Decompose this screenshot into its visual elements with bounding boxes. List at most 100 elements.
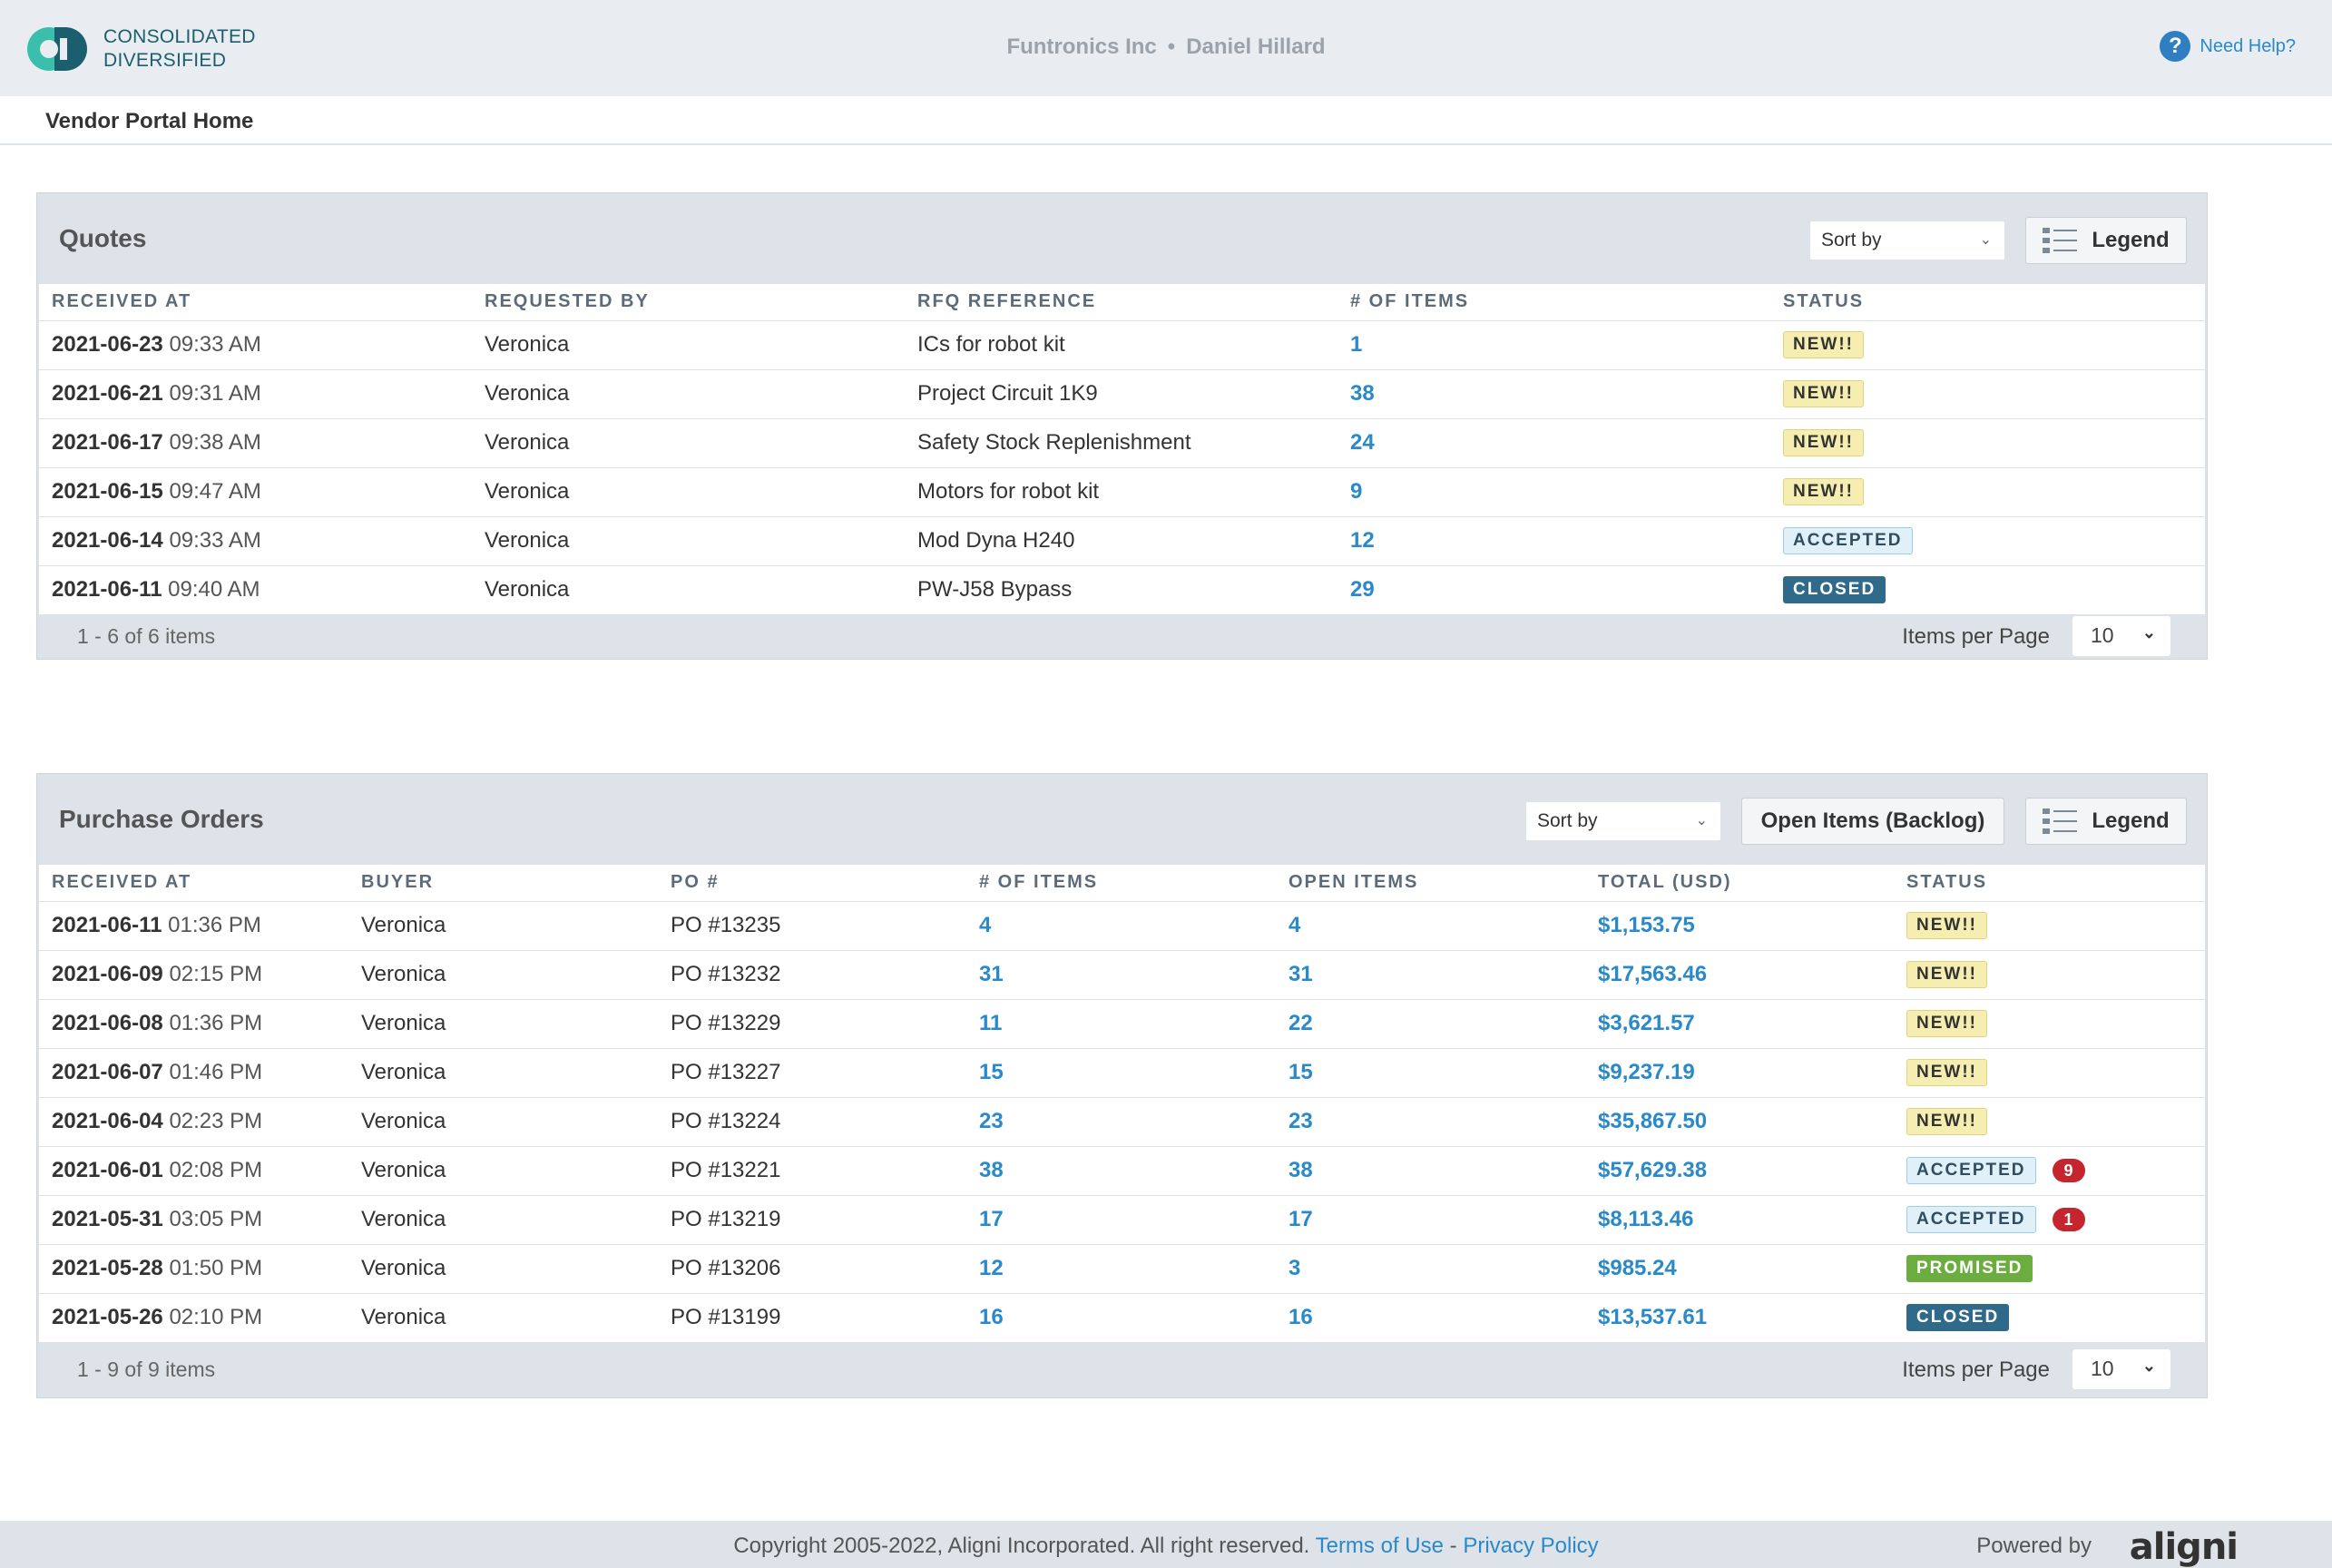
item-count-link[interactable]: 4 — [966, 901, 1276, 951]
need-help-label: Need Help? — [2200, 35, 2296, 56]
alert-count-badge[interactable]: 1 — [2052, 1208, 2085, 1231]
received-time: 03:05 PM — [169, 1207, 263, 1231]
column-header[interactable]: PO # — [658, 865, 966, 902]
open-items-link[interactable]: 17 — [1276, 1195, 1585, 1245]
open-items-link[interactable]: 31 — [1276, 950, 1585, 1000]
open-items-link[interactable]: 4 — [1276, 901, 1585, 951]
item-count-link[interactable]: 9 — [1337, 467, 1770, 517]
purchase-orders-header: Purchase Orders Sort by ⌄ Open Items (Ba… — [37, 774, 2207, 865]
total-usd-link[interactable]: $57,629.38 — [1585, 1146, 1894, 1196]
item-count-link[interactable]: 31 — [966, 950, 1276, 1000]
table-row[interactable]: 2021-06-23 09:33 AM Veronica ICs for robot… — [39, 320, 2205, 370]
chevron-down-icon: ⌄ — [1695, 813, 1708, 828]
item-count-link[interactable]: 15 — [966, 1048, 1276, 1098]
po-legend-button[interactable]: Legend — [2025, 798, 2187, 845]
status-cell: ACCEPTED 9 — [1894, 1146, 2205, 1196]
rfq-reference-cell: Mod Dyna H240 — [905, 516, 1337, 566]
item-count-link[interactable]: 12 — [966, 1244, 1276, 1294]
total-usd-link[interactable]: $985.24 — [1585, 1244, 1894, 1294]
quotes-legend-button[interactable]: Legend — [2025, 217, 2187, 264]
table-row[interactable]: 2021-06-09 02:15 PM Veronica PO #13232 31 31… — [39, 950, 2205, 1000]
item-count-link[interactable]: 38 — [966, 1146, 1276, 1196]
item-count-link[interactable]: 38 — [1337, 369, 1770, 419]
table-row[interactable]: 2021-05-26 02:10 PM Veronica PO #13199 16 16… — [39, 1293, 2205, 1343]
logo-line-2: DIVERSIFIED — [103, 50, 227, 71]
open-items-link[interactable]: 23 — [1276, 1097, 1585, 1147]
open-items-link[interactable]: 15 — [1276, 1048, 1585, 1098]
open-items-link[interactable]: 22 — [1276, 999, 1585, 1049]
table-row[interactable]: 2021-06-11 01:36 PM Veronica PO #13235 4 4 $1… — [39, 901, 2205, 951]
received-date: 2021-06-23 — [52, 332, 163, 357]
column-header[interactable]: OPEN ITEMS — [1276, 865, 1585, 902]
total-usd-link[interactable]: $35,867.50 — [1585, 1097, 1894, 1147]
privacy-policy-link[interactable]: Privacy Policy — [1463, 1534, 1599, 1558]
total-usd-link[interactable]: $3,621.57 — [1585, 999, 1894, 1049]
column-header[interactable]: TOTAL (USD) — [1585, 865, 1894, 902]
total-usd-link[interactable]: $8,113.46 — [1585, 1195, 1894, 1245]
question-circle-icon: ? — [2160, 31, 2191, 62]
item-count-link[interactable]: 12 — [1337, 516, 1770, 566]
column-header[interactable]: REQUESTED BY — [472, 284, 905, 321]
item-count-link[interactable]: 1 — [1337, 320, 1770, 370]
item-count-link[interactable]: 11 — [966, 999, 1276, 1049]
status-cell: CLOSED — [1894, 1293, 2205, 1343]
table-row[interactable]: 2021-05-28 01:50 PM Veronica PO #13206 12 3 $… — [39, 1244, 2205, 1294]
item-count-link[interactable]: 24 — [1337, 418, 1770, 468]
items-per-page-select[interactable]: 10 ⌄ — [2072, 1348, 2170, 1389]
table-row[interactable]: 2021-06-11 09:40 AM Veronica PW-J58 Bypass… — [39, 565, 2205, 615]
total-usd-link[interactable]: $9,237.19 — [1585, 1048, 1894, 1098]
table-row[interactable]: 2021-06-14 09:33 AM Veronica Mod Dyna H240… — [39, 516, 2205, 566]
item-count-link[interactable]: 16 — [966, 1293, 1276, 1343]
received-date: 2021-06-01 — [52, 1158, 163, 1182]
table-row[interactable]: 2021-06-07 01:46 PM Veronica PO #13227 15 15… — [39, 1048, 2205, 1098]
table-row[interactable]: 2021-06-15 09:47 AM Veronica Motors for ro… — [39, 467, 2205, 517]
chevron-down-icon: ⌄ — [2141, 622, 2156, 642]
column-header[interactable]: RFQ REFERENCE — [905, 284, 1337, 321]
terms-of-use-link[interactable]: Terms of Use — [1315, 1534, 1444, 1558]
column-header[interactable]: RECEIVED AT — [39, 284, 472, 321]
item-count-link[interactable]: 29 — [1337, 565, 1770, 615]
received-time: 02:23 PM — [169, 1109, 263, 1133]
total-usd-link[interactable]: $17,563.46 — [1585, 950, 1894, 1000]
open-items-link[interactable]: 38 — [1276, 1146, 1585, 1196]
table-row[interactable]: 2021-06-21 09:31 AM Veronica Project Circu… — [39, 369, 2205, 419]
open-items-link[interactable]: 3 — [1276, 1244, 1585, 1294]
received-time: 01:50 PM — [169, 1256, 263, 1280]
status-badge: PROMISED — [1906, 1255, 2033, 1282]
po-number-cell: PO #13224 — [658, 1097, 966, 1147]
column-header[interactable]: STATUS — [1770, 284, 2205, 321]
total-usd-link[interactable]: $1,153.75 — [1585, 901, 1894, 951]
column-header[interactable]: RECEIVED AT — [39, 865, 348, 902]
table-row[interactable]: 2021-05-31 03:05 PM Veronica PO #13219 17 17… — [39, 1195, 2205, 1245]
status-badge: NEW!! — [1783, 429, 1864, 456]
logo-mark-icon — [27, 22, 98, 76]
table-row[interactable]: 2021-06-04 02:23 PM Veronica PO #13224 23 23… — [39, 1097, 2205, 1147]
column-header[interactable]: # OF ITEMS — [966, 865, 1276, 902]
top-bar: CONSOLIDATED DIVERSIFIED Funtronics Inc •… — [0, 0, 2332, 96]
items-per-page-select[interactable]: 10 ⌄ — [2072, 615, 2170, 656]
copyright: Copyright 2005-2022, Aligni Incorporated… — [0, 1534, 2332, 1559]
table-row[interactable]: 2021-06-01 02:08 PM Veronica PO #13221 38 38… — [39, 1146, 2205, 1196]
list-icon — [2043, 808, 2078, 834]
aligni-logo[interactable]: aligni — [2129, 1526, 2239, 1568]
requested-by-cell: Veronica — [472, 565, 905, 615]
table-row[interactable]: 2021-06-17 09:38 AM Veronica Safety Stock … — [39, 418, 2205, 468]
po-sort-select[interactable]: Sort by ⌄ — [1525, 801, 1721, 841]
status-badge: NEW!! — [1783, 478, 1864, 505]
open-items-backlog-button[interactable]: Open Items (Backlog) — [1741, 798, 2004, 845]
open-items-link[interactable]: 16 — [1276, 1293, 1585, 1343]
column-header[interactable]: BUYER — [348, 865, 658, 902]
item-count-link[interactable]: 17 — [966, 1195, 1276, 1245]
item-count-link[interactable]: 23 — [966, 1097, 1276, 1147]
total-usd-link[interactable]: $13,537.61 — [1585, 1293, 1894, 1343]
received-at-cell: 2021-06-08 01:36 PM — [39, 999, 348, 1049]
alert-count-badge[interactable]: 9 — [2052, 1159, 2085, 1182]
table-row[interactable]: 2021-06-08 01:36 PM Veronica PO #13229 11 22… — [39, 999, 2205, 1049]
column-header[interactable]: # OF ITEMS — [1337, 284, 1770, 321]
company-logo[interactable]: CONSOLIDATED DIVERSIFIED — [27, 22, 256, 76]
quotes-sort-select[interactable]: Sort by ⌄ — [1809, 220, 2005, 260]
column-header[interactable]: STATUS — [1894, 865, 2205, 902]
received-date: 2021-06-11 — [52, 913, 162, 937]
need-help-link[interactable]: ? Need Help? — [2160, 31, 2296, 62]
page-title[interactable]: Vendor Portal Home — [45, 109, 254, 133]
